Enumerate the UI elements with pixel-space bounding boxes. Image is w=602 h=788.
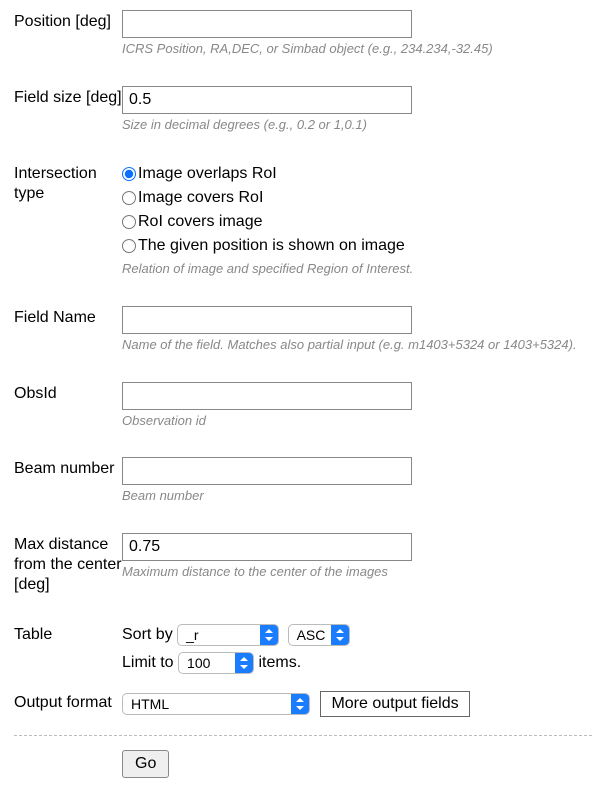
chevron-updown-icon xyxy=(291,694,309,714)
intersection-hint: Relation of image and specified Region o… xyxy=(122,261,592,278)
chevron-updown-icon xyxy=(331,625,349,645)
intersection-option-label: RoI covers image xyxy=(138,210,263,234)
output-label: Output format xyxy=(14,691,122,713)
obsid-label: ObsId xyxy=(14,382,122,404)
sort-order-value: ASC xyxy=(289,625,331,646)
output-format-select[interactable]: HTML xyxy=(122,693,310,715)
obsid-input[interactable] xyxy=(122,382,412,410)
beam-input[interactable] xyxy=(122,457,412,485)
intersection-option-label: Image overlaps RoI xyxy=(138,162,277,186)
beam-label: Beam number xyxy=(14,457,122,479)
chevron-updown-icon xyxy=(260,625,278,645)
field-size-input[interactable] xyxy=(122,86,412,114)
maxdist-input[interactable] xyxy=(122,533,412,561)
more-output-fields-button[interactable]: More output fields xyxy=(320,691,469,717)
go-button[interactable]: Go xyxy=(122,750,169,778)
position-label: Position [deg] xyxy=(14,10,122,32)
intersection-option-label: The given position is shown on image xyxy=(138,234,405,258)
chevron-updown-icon xyxy=(235,653,253,673)
intersection-radio-covers-roi[interactable] xyxy=(122,191,136,205)
intersection-option-label: Image covers RoI xyxy=(138,186,263,210)
limit-label: Limit to xyxy=(122,654,174,671)
limit-value: 100 xyxy=(179,653,235,674)
sort-by-select[interactable]: _r xyxy=(177,624,279,646)
obsid-hint: Observation id xyxy=(122,413,592,430)
sort-by-value: _r xyxy=(178,625,260,646)
intersection-radio-overlaps[interactable] xyxy=(122,167,136,181)
sort-by-label: Sort by xyxy=(122,626,173,643)
field-size-label: Field size [deg] xyxy=(14,86,122,108)
maxdist-label: Max distance from the center [deg] xyxy=(14,533,122,595)
field-name-input[interactable] xyxy=(122,306,412,334)
limit-select[interactable]: 100 xyxy=(178,652,254,674)
sort-order-select[interactable]: ASC xyxy=(288,624,350,646)
field-size-hint: Size in decimal degrees (e.g., 0.2 or 1,… xyxy=(122,117,592,134)
beam-hint: Beam number xyxy=(122,488,592,505)
field-name-hint: Name of the field. Matches also partial … xyxy=(122,337,592,354)
items-label: items. xyxy=(258,654,301,671)
field-name-label: Field Name xyxy=(14,306,122,328)
output-format-value: HTML xyxy=(123,696,291,712)
divider xyxy=(14,735,592,736)
maxdist-hint: Maximum distance to the center of the im… xyxy=(122,564,592,581)
intersection-radio-position-shown[interactable] xyxy=(122,239,136,253)
position-input[interactable] xyxy=(122,10,412,38)
intersection-radio-roi-covers[interactable] xyxy=(122,215,136,229)
position-hint: ICRS Position, RA,DEC, or Simbad object … xyxy=(122,41,592,58)
intersection-label: Intersection type xyxy=(14,162,122,204)
table-label: Table xyxy=(14,623,122,645)
